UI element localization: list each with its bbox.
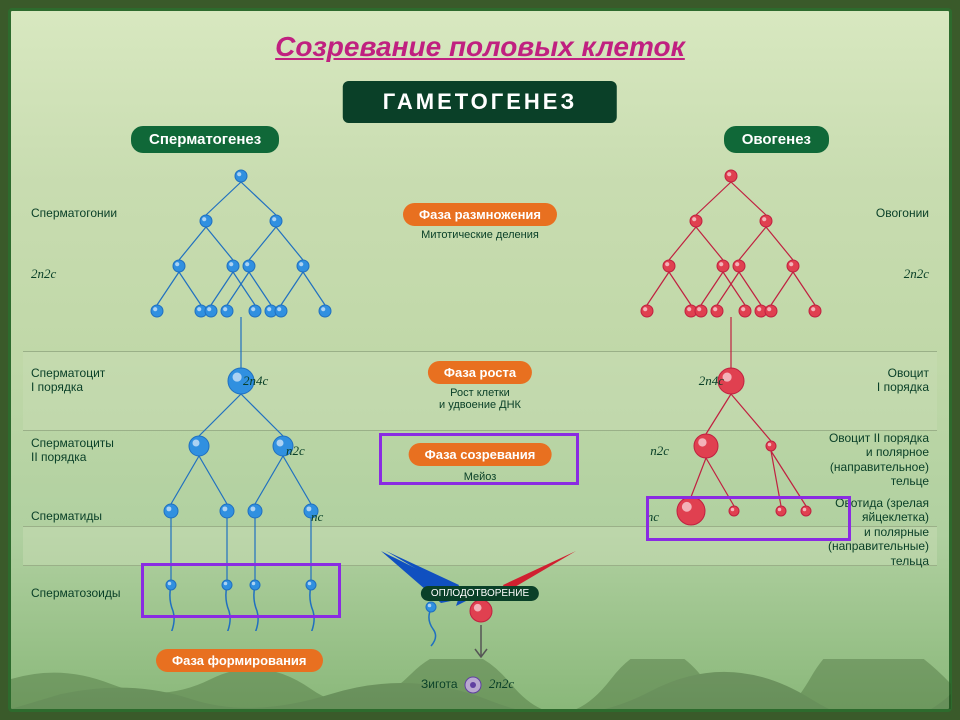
- zygote-label: Зигота 2n2c: [421, 676, 514, 694]
- label: n2c: [286, 443, 305, 459]
- label: 2n4c: [699, 373, 724, 389]
- col-header-left: Сперматогенез: [131, 126, 279, 153]
- col-header-right: Овогенез: [724, 126, 829, 153]
- label: 2n4c: [243, 373, 268, 389]
- spermatogenesis-tree: [111, 161, 371, 631]
- main-title: Созревание половых клеток: [11, 31, 949, 63]
- chart-frame: Созревание половых клеток ГАМЕТОГЕНЕЗ Сп…: [8, 8, 952, 712]
- label: Сперматогонии: [31, 206, 117, 220]
- phase-p3: Фаза созревания: [409, 443, 552, 466]
- label: Сперматиды: [31, 509, 102, 523]
- phase-p1: Фаза размножения: [403, 203, 557, 226]
- phase-formation: Фаза формирования: [156, 649, 323, 672]
- highlight-box-2: [646, 496, 851, 541]
- label: n2c: [650, 443, 669, 459]
- label: 2n2c: [904, 266, 929, 282]
- fertilization-label: ОПЛОДОТВОРЕНИЕ: [421, 586, 539, 601]
- label: СперматоцитI порядка: [31, 366, 105, 395]
- label: СперматоцитыII порядка: [31, 436, 114, 465]
- phase-sub-p2: Рост клеткии удвоение ДНК: [439, 387, 521, 411]
- phase-p2: Фаза роста: [428, 361, 532, 384]
- phase-sub-p1: Митотические деления: [421, 229, 539, 241]
- label: Сперматозоиды: [31, 586, 120, 600]
- label: ОвоцитI порядка: [877, 366, 929, 395]
- phase-sub-p3: Мейоз: [464, 471, 497, 483]
- label: 2n2c: [31, 266, 56, 282]
- label: Овоцит II порядкаи полярное(направительн…: [829, 431, 929, 489]
- label: Овогонии: [876, 206, 929, 220]
- banner: ГАМЕТОГЕНЕЗ: [343, 81, 617, 123]
- label: nc: [311, 509, 323, 525]
- highlight-box-1: [141, 563, 341, 618]
